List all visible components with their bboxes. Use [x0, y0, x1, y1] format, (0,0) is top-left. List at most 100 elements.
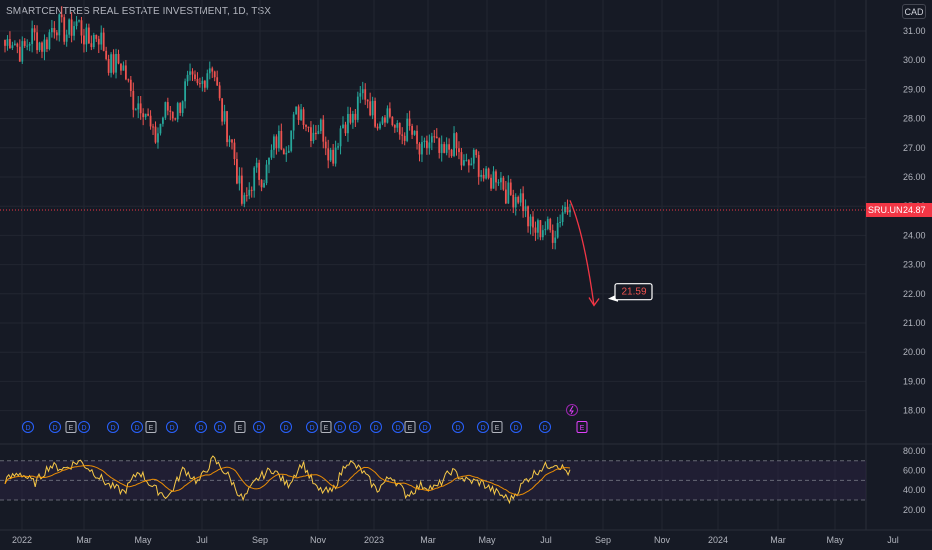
candle-body	[564, 206, 566, 213]
candle-body	[134, 109, 137, 111]
dividend-event-label: D	[81, 425, 86, 432]
candle-body	[445, 144, 448, 153]
candle-body	[544, 228, 547, 231]
candle-body	[527, 206, 529, 227]
candle-body	[236, 159, 238, 184]
price-axis-tick-label: 30.00	[903, 55, 926, 65]
candle-body	[107, 59, 110, 73]
candle-body	[317, 131, 320, 135]
price-axis-tick-label: 24.00	[903, 230, 926, 240]
candle-body	[21, 41, 24, 62]
candle-body	[460, 152, 463, 166]
candle-body	[349, 113, 352, 123]
earnings-event-icon	[404, 421, 416, 433]
candle-body	[403, 135, 406, 141]
price-axis-tick-label: 18.00	[903, 406, 926, 416]
candle-body	[208, 68, 211, 74]
candle-body	[4, 40, 6, 46]
dividend-event-label: D	[352, 425, 357, 432]
candle-body	[9, 39, 11, 49]
candle-body	[221, 98, 224, 122]
callout-price-label: 21.59	[621, 287, 646, 298]
candle-body	[351, 113, 354, 123]
candle-body	[203, 80, 206, 88]
candle-body	[440, 144, 443, 153]
candle-body	[467, 160, 470, 166]
candle-body	[63, 17, 66, 42]
earnings-event-icon	[145, 421, 157, 433]
candle-body	[268, 157, 270, 165]
lightning-icon	[569, 405, 574, 415]
candle-body	[339, 128, 342, 147]
candle-body	[532, 216, 534, 228]
dividend-event-icon	[214, 421, 226, 433]
dividend-event-icon	[510, 421, 522, 433]
candle-body	[458, 148, 460, 153]
candle-body	[85, 27, 88, 45]
candle-body	[504, 189, 507, 204]
candle-body	[430, 136, 433, 143]
candle-body	[423, 140, 426, 143]
dividend-event-label: D	[455, 425, 460, 432]
earnings-event-label: E	[149, 425, 154, 432]
candle-body	[216, 77, 219, 86]
candle-body	[324, 141, 327, 149]
candle-body	[472, 149, 475, 164]
rsi-axis-tick-label: 20.00	[903, 505, 926, 515]
candle-body	[196, 79, 199, 84]
dividend-event-icon	[370, 421, 382, 433]
dividend-event-label: D	[52, 425, 57, 432]
candle-body	[102, 32, 105, 51]
price-axis-tick-label: 23.00	[903, 260, 926, 270]
candle-body	[186, 74, 189, 82]
rsi-line	[4, 455, 571, 505]
candle-body	[482, 174, 485, 179]
candle-body	[490, 177, 492, 189]
candle-body	[16, 43, 19, 47]
candle-body	[537, 220, 539, 233]
candle-body	[569, 209, 571, 213]
candle-body	[265, 164, 268, 184]
candle-body	[332, 149, 335, 164]
currency-button[interactable]: CAD	[902, 4, 926, 19]
candle-body	[497, 182, 500, 184]
candle-body	[169, 110, 172, 112]
earnings-event-icon	[491, 421, 503, 433]
earnings-event-label: E	[495, 425, 500, 432]
dividend-event-label: D	[422, 425, 427, 432]
candle-body	[142, 113, 145, 118]
earnings-event-label: E	[408, 425, 413, 432]
candle-body	[11, 45, 14, 49]
dividend-event-icon	[349, 421, 361, 433]
dividend-event-label: D	[217, 425, 222, 432]
candle-body	[534, 227, 537, 233]
candle-body	[425, 140, 428, 149]
candle-body	[120, 63, 122, 71]
time-axis-tick-label: Jul	[540, 535, 552, 545]
candle-body	[115, 53, 117, 73]
candle-body	[124, 65, 127, 80]
candle-body	[312, 132, 315, 142]
dividend-event-icon	[22, 421, 34, 433]
candle-body	[248, 189, 251, 196]
candle-body	[305, 125, 307, 127]
candle-body	[70, 19, 73, 36]
candle-body	[273, 136, 275, 150]
candle-body	[465, 160, 468, 162]
candle-body	[361, 89, 364, 94]
candle-body	[514, 197, 517, 208]
candle-body	[517, 197, 520, 203]
dividend-event-label: D	[373, 425, 378, 432]
price-axis-tick-label: 19.00	[903, 376, 926, 386]
time-axis-tick-label: May	[478, 535, 496, 545]
candle-body	[559, 222, 562, 224]
last-price-badge	[866, 202, 932, 217]
candle-body	[344, 124, 347, 134]
candle-body	[428, 142, 431, 149]
candle-body	[379, 123, 381, 129]
candle-body	[100, 32, 103, 45]
dividend-event-icon	[107, 421, 119, 433]
candle-body	[194, 74, 196, 80]
candle-body	[302, 109, 305, 126]
